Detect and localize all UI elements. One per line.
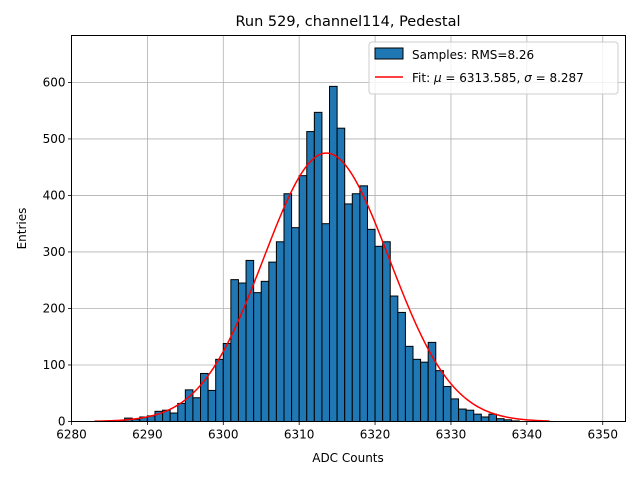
histogram-bar — [177, 402, 186, 422]
histogram-bar — [283, 193, 293, 422]
legend-sigma-value: = 8.287 — [532, 71, 584, 85]
fit-curve — [94, 152, 550, 422]
y-tick-label: 100 — [43, 358, 66, 372]
histogram-bar — [427, 341, 437, 422]
histogram-bar — [442, 385, 452, 423]
x-tick-label: 6310 — [284, 428, 315, 442]
histogram-bar — [245, 259, 255, 422]
chart-title: Run 529, channel114, Pedestal — [235, 14, 460, 30]
y-tick-label: 300 — [43, 245, 66, 259]
histogram-bar — [404, 345, 414, 423]
y-axis-ticks: 0 100 200 300 400 500 600 — [43, 75, 72, 429]
x-tick-label: 6290 — [132, 428, 163, 442]
histogram-bar — [397, 311, 406, 422]
legend: Samples: RMS=8.26 Fit: μ = 6313.585, σ =… — [368, 41, 619, 95]
histogram-bar — [344, 203, 353, 422]
histogram-bar — [321, 223, 331, 422]
histogram-bar — [366, 228, 376, 422]
x-tick-label: 6320 — [360, 428, 391, 442]
histogram-bar — [458, 408, 467, 423]
histogram-bar — [382, 241, 391, 422]
histogram-bar — [222, 343, 232, 423]
histogram-bar — [351, 193, 361, 422]
histogram-bar — [473, 413, 482, 423]
legend-samples-swatch — [374, 47, 404, 60]
histogram-bar — [230, 279, 239, 423]
histogram-bar — [291, 227, 300, 422]
legend-samples-label: Samples: RMS=8.26 — [412, 48, 534, 62]
histogram-bar — [329, 85, 338, 423]
histogram-bars — [108, 85, 520, 423]
histogram-bar — [435, 370, 444, 423]
x-tick-label: 6350 — [587, 428, 618, 442]
y-axis-label: Entries — [15, 208, 29, 250]
histogram-bar — [253, 292, 262, 423]
legend-fit-label: Fit: μ = 6313.585, σ = 8.287 — [412, 71, 584, 85]
fit-curve-layer — [94, 152, 550, 422]
histogram-bar — [374, 245, 384, 422]
y-tick-label: 0 — [58, 415, 66, 429]
histogram-bar — [298, 175, 308, 422]
histogram-bar — [480, 416, 490, 422]
x-axis-ticks: 6280 6290 6300 6310 6320 6330 6340 6350 — [56, 421, 618, 442]
legend-fit-prefix: Fit: — [412, 71, 434, 85]
histogram-bar — [169, 412, 179, 423]
histogram-bar — [192, 397, 202, 423]
histogram-bar — [450, 398, 460, 423]
histogram-bar — [465, 409, 475, 423]
histogram-bar — [306, 131, 315, 422]
histogram-bar — [215, 358, 224, 423]
histogram-bar — [420, 361, 429, 422]
y-tick-label: 500 — [43, 132, 66, 146]
histogram-bar — [268, 261, 277, 422]
histogram-bar — [260, 280, 270, 423]
y-tick-label: 400 — [43, 188, 66, 202]
legend-mu-symbol: μ — [433, 71, 442, 85]
histogram-bar — [488, 413, 497, 423]
x-tick-label: 6300 — [208, 428, 239, 442]
histogram-bar — [389, 295, 399, 422]
x-axis-label: ADC Counts — [312, 451, 384, 465]
histogram-bar — [336, 127, 346, 422]
y-tick-label: 600 — [43, 75, 66, 89]
legend-box — [368, 41, 619, 95]
histogram-bar — [313, 111, 323, 423]
histogram-bar — [412, 358, 422, 423]
x-tick-label: 6280 — [56, 428, 87, 442]
legend-sigma-symbol: σ — [524, 71, 532, 85]
histogram-bar — [207, 389, 217, 422]
x-tick-label: 6340 — [512, 428, 543, 442]
histogram-bar — [275, 241, 285, 422]
y-tick-label: 200 — [43, 301, 66, 315]
axes-frame — [71, 35, 626, 422]
legend-mu-value: = 6313.585, — [442, 71, 525, 85]
x-tick-label: 6330 — [436, 428, 467, 442]
histogram-bar — [359, 185, 368, 422]
